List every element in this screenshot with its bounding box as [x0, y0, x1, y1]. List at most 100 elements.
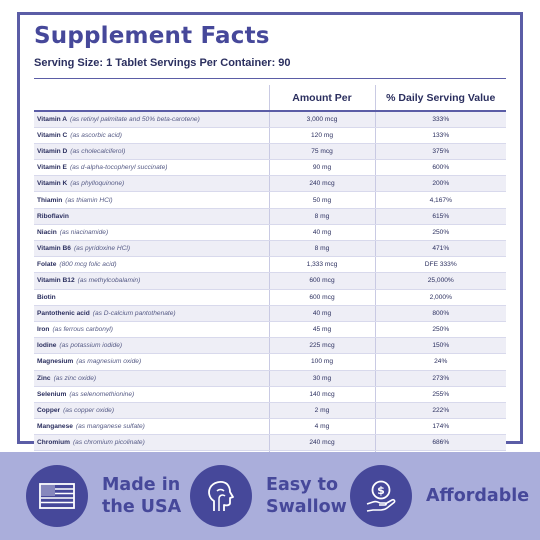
- nutrient-cell: Vitamin B12 (as methylcobalamin): [34, 272, 269, 290]
- daily-value-cell: 333%: [374, 111, 506, 128]
- table-row: Vitamin A (as retinyl palmitate and 50% b…: [34, 111, 506, 128]
- table-row: Chromium (as chromium picolinate) 240 mcg 6…: [34, 434, 506, 452]
- table-row: Thiamin (as thiamin HCl) 50 mg 4,167%: [34, 191, 506, 209]
- header-daily-value: % Daily Serving Value: [374, 85, 506, 112]
- nutrient-source: (as thiamin HCl): [65, 196, 113, 204]
- header-nutrient: [34, 85, 269, 112]
- feature-affordable: $ Affordable: [350, 464, 529, 528]
- amount-cell: 8 mg: [268, 208, 375, 225]
- daily-value-cell: 222%: [374, 402, 506, 420]
- nutrient-cell: Vitamin D (as cholecalciferol): [34, 143, 269, 161]
- feature-label-line2: the USA: [102, 497, 182, 517]
- dollar-hand-icon: $: [350, 465, 412, 527]
- nutrient-source: (as retinyl palmitate and 50% beta-carot…: [70, 115, 200, 123]
- amount-cell: 100 mg: [268, 353, 375, 371]
- nutrient-name: Vitamin B6: [37, 245, 71, 253]
- nutrient-cell: Folate (800 mcg folic acid): [34, 256, 269, 274]
- amount-cell: 120 mg: [268, 127, 375, 144]
- feature-label-line1: Easy to: [266, 475, 339, 495]
- daily-value-cell: 174%: [374, 418, 506, 436]
- table-row: Riboflavin 8 mg 615%: [34, 208, 506, 225]
- table-row: Vitamin B6 (as pyridoxine HCl) 8 mg 471%: [34, 240, 506, 258]
- amount-cell: 4 mg: [268, 418, 375, 436]
- nutrient-name: Vitamin C: [37, 131, 68, 139]
- nutrient-cell: Selenium (as selenomethionine): [34, 386, 269, 403]
- nutrient-cell: Riboflavin: [34, 208, 269, 225]
- nutrient-source: (as ascorbic acid): [70, 131, 122, 139]
- amount-cell: 3,000 mcg: [268, 111, 375, 128]
- nutrient-source: (as manganese sulfate): [75, 423, 145, 431]
- facts-table: Amount Per % Daily Serving Value Vitamin…: [34, 85, 506, 468]
- nutrient-name: Selenium: [37, 390, 67, 398]
- nutrient-cell: Biotin: [34, 289, 269, 306]
- nutrient-cell: Niacin (as niacinamide): [34, 224, 269, 242]
- table-row: Zinc (as zinc oxide) 30 mg 273%: [34, 370, 506, 387]
- daily-value-cell: 250%: [374, 321, 506, 339]
- nutrient-source: (as D-calcium pantothenate): [92, 309, 176, 317]
- table-row: Vitamin D (as cholecalciferol) 75 mcg 375%: [34, 143, 506, 161]
- feature-easy-to-swallow: Easy to Swallow: [190, 464, 347, 528]
- feature-made-in-usa: Made in the USA: [26, 464, 181, 528]
- nutrient-cell: Vitamin E (as d-alpha-tocopheryl succinat…: [34, 159, 269, 177]
- head-throat-icon: [190, 465, 252, 527]
- nutrient-source: (as pyridoxine HCl): [73, 245, 131, 253]
- amount-cell: 140 mcg: [268, 386, 375, 403]
- daily-value-cell: 375%: [374, 143, 506, 161]
- nutrient-source: (as cholecalciferol): [70, 147, 126, 155]
- amount-cell: 30 mg: [268, 370, 375, 387]
- nutrient-name: Vitamin B12: [37, 277, 75, 285]
- table-row: Vitamin C (as ascorbic acid) 120 mg 133%: [34, 127, 506, 144]
- serving-info: Serving Size: 1 Tablet Servings Per Cont…: [34, 57, 291, 69]
- nutrient-cell: Thiamin (as thiamin HCl): [34, 191, 269, 209]
- amount-cell: 75 mcg: [268, 143, 375, 161]
- amount-cell: 90 mg: [268, 159, 375, 177]
- table-row: Vitamin B12 (as methylcobalamin) 600 mcg 25…: [34, 272, 506, 290]
- table-row: Vitamin E (as d-alpha-tocopheryl succinat…: [34, 159, 506, 177]
- amount-cell: 50 mg: [268, 191, 375, 209]
- nutrient-name: Vitamin K: [37, 180, 68, 188]
- feature-label-line1: Affordable: [426, 486, 530, 506]
- daily-value-cell: 200%: [374, 175, 506, 193]
- table-row: Biotin 600 mcg 2,000%: [34, 289, 506, 306]
- table-header-row: Amount Per % Daily Serving Value: [34, 85, 506, 112]
- table-row: Manganese (as manganese sulfate) 4 mg 174%: [34, 418, 506, 436]
- nutrient-name: Pantothenic acid: [37, 309, 90, 317]
- divider: [34, 78, 506, 79]
- header-amount: Amount Per: [268, 85, 375, 112]
- nutrient-cell: Zinc (as zinc oxide): [34, 370, 269, 387]
- daily-value-cell: 133%: [374, 127, 506, 144]
- daily-value-cell: 2,000%: [374, 289, 506, 306]
- nutrient-cell: Vitamin K (as phylloquinone): [34, 175, 269, 193]
- features-band: Made in the USA Easy to Swallow $: [0, 452, 540, 540]
- nutrient-source: (as chromium picolinate): [72, 439, 145, 447]
- nutrient-name: Magnesium: [37, 358, 74, 366]
- table-row: Niacin (as niacinamide) 40 mg 250%: [34, 224, 506, 242]
- daily-value-cell: 273%: [374, 370, 506, 387]
- amount-cell: 225 mcg: [268, 337, 375, 355]
- nutrient-name: Chromium: [37, 439, 70, 447]
- daily-value-cell: 471%: [374, 240, 506, 258]
- nutrient-source: (as potassium iodide): [59, 342, 123, 350]
- nutrient-cell: Vitamin A (as retinyl palmitate and 50% b…: [34, 111, 269, 128]
- amount-cell: 240 mcg: [268, 434, 375, 452]
- table-row: Iron (as ferrous carbonyl) 45 mg 250%: [34, 321, 506, 339]
- nutrient-name: Thiamin: [37, 196, 63, 204]
- amount-cell: 2 mg: [268, 402, 375, 420]
- daily-value-cell: 150%: [374, 337, 506, 355]
- daily-value-cell: 250%: [374, 224, 506, 242]
- nutrient-source: (as ferrous carbonyl): [52, 326, 113, 334]
- table-row: Magnesium (as magnesium oxide) 100 mg 24%: [34, 353, 506, 371]
- daily-value-cell: 615%: [374, 208, 506, 225]
- table-row: Selenium (as selenomethionine) 140 mcg 255%: [34, 386, 506, 403]
- nutrient-cell: Pantothenic acid (as D-calcium pantothena…: [34, 305, 269, 322]
- page-title: Supplement Facts: [34, 23, 270, 49]
- daily-value-cell: 255%: [374, 386, 506, 403]
- nutrient-source: (as phylloquinone): [70, 180, 125, 188]
- nutrient-name: Niacin: [37, 228, 57, 236]
- nutrient-name: Folate: [37, 261, 57, 269]
- nutrient-cell: Copper (as copper oxide): [34, 402, 269, 420]
- amount-cell: 40 mg: [268, 224, 375, 242]
- supplement-facts-panel: Supplement Facts Serving Size: 1 Tablet …: [17, 12, 523, 468]
- amount-cell: 600 mcg: [268, 272, 375, 290]
- nutrient-name: Iron: [37, 326, 50, 334]
